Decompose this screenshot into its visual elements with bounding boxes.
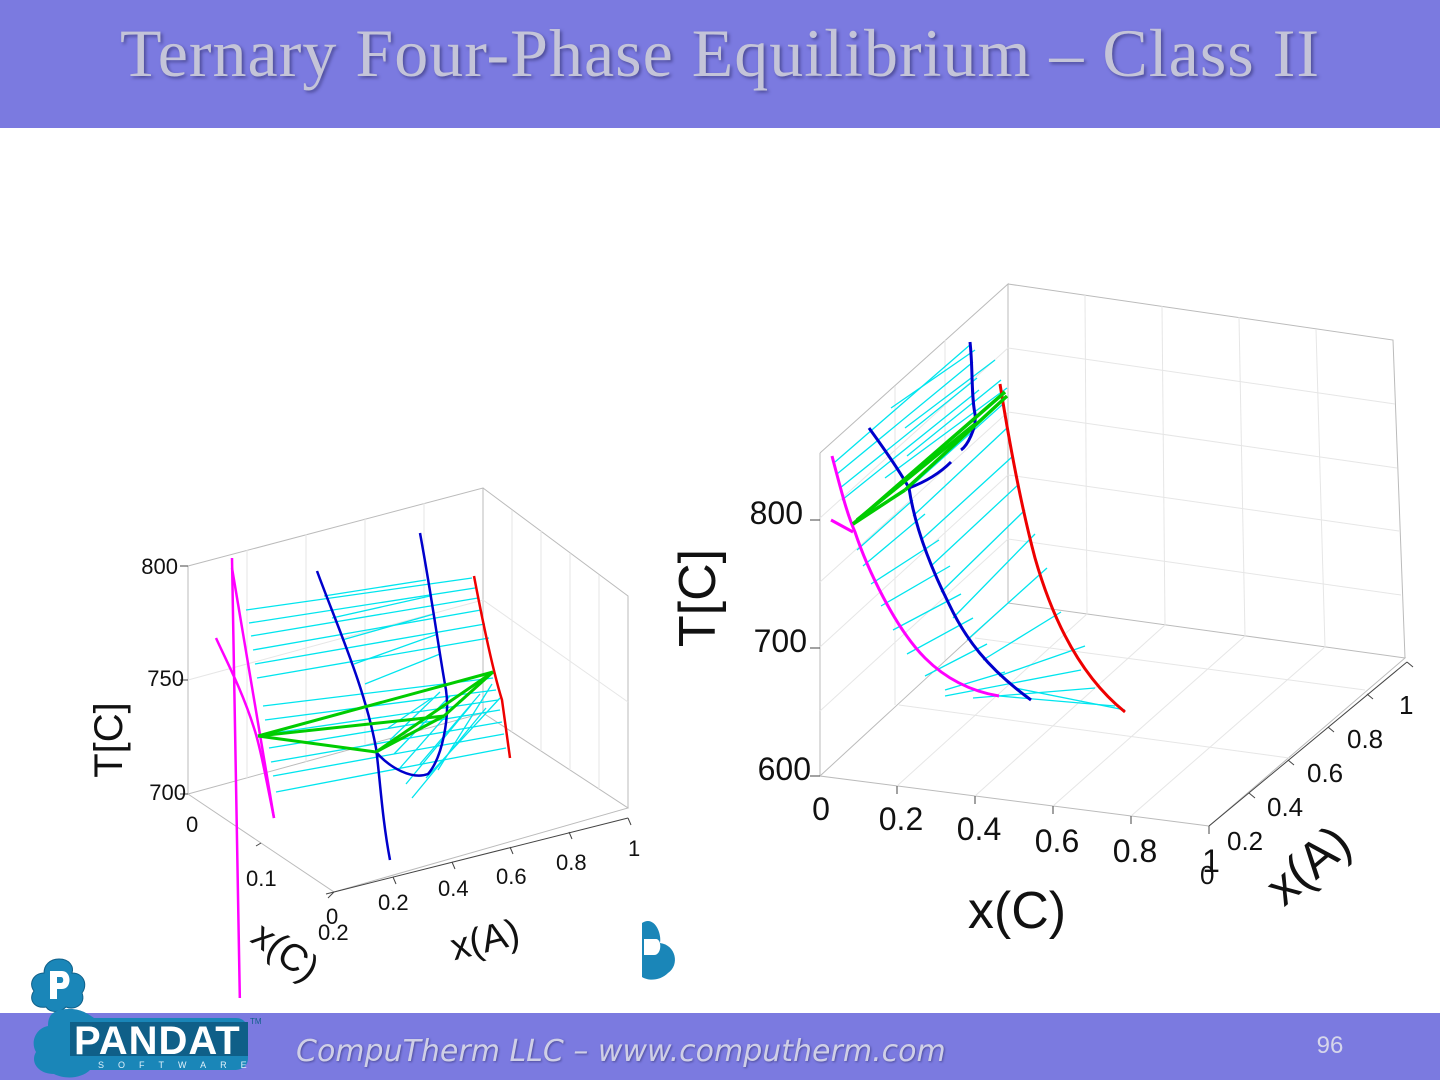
- logo-tm-text: TM: [250, 1017, 262, 1026]
- left-y-axis-ticks: [333, 817, 632, 893]
- right-x-tick-0.8: 0.8: [1113, 833, 1157, 869]
- right-x-axis-label: x(C): [968, 882, 1066, 940]
- left-y-tick-0.4: 0.4: [438, 876, 469, 901]
- pandat-logo: PANDAT SOFTWARE TM: [33, 1008, 262, 1078]
- left-four-phase-lines: [257, 670, 495, 754]
- left-x-axis-label: x(C): [244, 914, 327, 990]
- right-z-tick-800: 800: [750, 495, 803, 531]
- left-y-axis-label: x(A): [446, 912, 524, 970]
- left-y-tick-1: 1: [628, 836, 640, 861]
- right-y-axis-label: x(A): [1255, 814, 1361, 916]
- title-bar: [0, 0, 1440, 128]
- right-magenta-branch: [830, 518, 854, 534]
- logo-brand-text: PANDAT: [74, 1019, 241, 1063]
- left-z-tick-700: 700: [149, 780, 186, 805]
- partial-logo-icon: [642, 921, 675, 980]
- footer-text: CompuTherm LLC – www.computherm.com: [296, 1034, 946, 1069]
- left-y-tick-0.8: 0.8: [556, 850, 587, 875]
- slide-title: Ternary Four-Phase Equilibrium – Class I…: [119, 15, 1321, 91]
- right-y-tick-0.4: 0.4: [1267, 792, 1303, 822]
- right-x-tick-0.4: 0.4: [957, 811, 1001, 847]
- left-tie-lines: [245, 577, 507, 799]
- left-plot-box: [187, 487, 630, 893]
- left-y-tick-0.6: 0.6: [496, 864, 527, 889]
- left-x-tick-0.1: 0.1: [246, 866, 277, 891]
- left-x-tick-0: 0: [186, 812, 198, 837]
- right-four-phase-lines: [851, 390, 1009, 526]
- right-x-tick-0: 0: [812, 791, 830, 827]
- left-red-curve: [472, 575, 512, 759]
- right-x-tick-0.6: 0.6: [1035, 823, 1079, 859]
- right-y-tick-labels: 0 0.2 0.4 0.6 0.8 1: [1200, 690, 1413, 890]
- left-magenta-branch: [230, 567, 276, 819]
- left-axis-ticks: [180, 565, 335, 899]
- right-x-tick-labels: 0 0.2 0.4 0.6 0.8 1: [812, 791, 1220, 879]
- right-blue-curve-mid: [908, 460, 953, 490]
- right-x-tick-0.2: 0.2: [879, 801, 923, 837]
- left-z-tick-800: 800: [141, 554, 178, 579]
- right-blue-curve-upper: [960, 341, 977, 452]
- pandat-small-logo-icon: [31, 958, 86, 1012]
- right-z-tick-labels: 800 700 600: [750, 495, 811, 787]
- right-y-tick-0.6: 0.6: [1307, 758, 1343, 788]
- right-plot-grid: [819, 294, 1402, 817]
- left-z-tick-labels: 800 750 700: [141, 554, 186, 805]
- right-y-tick-0.2: 0.2: [1227, 826, 1263, 856]
- left-x-tick-labels: 0 0.1 0.2: [186, 812, 349, 945]
- right-y-tick-0: 0: [1200, 860, 1214, 890]
- right-z-tick-600: 600: [758, 751, 811, 787]
- right-3d-plot: 800 700 600 0 0.2 0.4 0.6 0.8 1 0 0.2 0.…: [669, 282, 1414, 940]
- right-z-tick-700: 700: [754, 623, 807, 659]
- right-z-axis-label: T[C]: [669, 549, 727, 647]
- right-blue-curve-main: [867, 427, 1032, 702]
- left-plot-grid: [187, 503, 629, 789]
- right-y-tick-1: 1: [1399, 690, 1413, 720]
- page-number: 96: [1316, 1032, 1344, 1059]
- right-plot-box: [819, 282, 1407, 827]
- logo-sub-text: SOFTWARE: [98, 1060, 261, 1070]
- left-z-tick-750: 750: [147, 666, 184, 691]
- left-z-axis-label: T[C]: [87, 702, 131, 778]
- left-blue-curve-left: [315, 570, 392, 861]
- right-tie-lines: [834, 343, 1126, 711]
- left-3d-plot: 800 750 700 0 0.1 0.2 0 0.2 0.4 0.6 0.8 …: [87, 487, 640, 998]
- left-y-tick-0: 0: [326, 904, 338, 929]
- right-x-tick-1: 1: [1202, 843, 1220, 879]
- left-y-tick-0.2: 0.2: [378, 890, 409, 915]
- left-y-tick-labels: 0 0.2 0.4 0.6 0.8 1: [326, 836, 640, 929]
- left-x-tick-0.2: 0.2: [318, 920, 349, 945]
- right-axis-ticks: [810, 519, 1414, 834]
- right-magenta-curve: [830, 455, 1000, 698]
- right-red-curve: [998, 383, 1126, 714]
- right-y-tick-0.8: 0.8: [1347, 724, 1383, 754]
